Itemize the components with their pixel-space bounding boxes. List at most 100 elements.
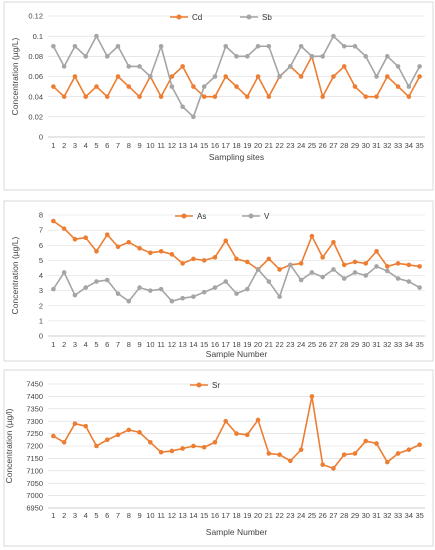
- x-tick-label: 9: [137, 340, 141, 349]
- x-tick-label: 31: [372, 141, 380, 150]
- data-point-cd: [406, 94, 412, 99]
- x-tick-label: 31: [372, 340, 380, 349]
- data-point-sb: [201, 84, 207, 89]
- data-point-sr: [223, 418, 229, 424]
- legend-marker: [176, 14, 182, 20]
- data-point-sr: [169, 448, 175, 454]
- data-point-cd: [126, 84, 132, 89]
- data-point-sr: [320, 462, 325, 467]
- data-point-cd: [72, 74, 78, 79]
- data-point-v: [406, 279, 412, 284]
- x-tick-label: 25: [308, 141, 316, 150]
- data-point-sb: [104, 54, 110, 59]
- data-point-sb: [244, 54, 250, 59]
- data-point-as: [201, 258, 207, 263]
- data-point-v: [395, 276, 401, 281]
- x-tick-label: 1: [51, 340, 55, 349]
- x-tick-label: 17: [222, 340, 230, 349]
- data-point-sb: [126, 64, 132, 69]
- x-tick-label: 1: [51, 511, 55, 520]
- data-point-sr: [137, 430, 142, 435]
- x-tick-label: 10: [146, 340, 154, 349]
- x-tick-label: 19: [243, 340, 251, 349]
- data-point-cd: [83, 94, 88, 99]
- y-tick-label: 7350: [26, 404, 43, 413]
- y-tick-label: 7400: [26, 392, 43, 401]
- x-tick-label: 12: [168, 511, 176, 520]
- data-point-cd: [363, 94, 369, 99]
- data-point-as: [223, 238, 229, 244]
- x-tick-label: 33: [394, 141, 402, 150]
- data-point-sr: [385, 459, 390, 465]
- x-tick-label: 20: [254, 141, 262, 150]
- x-tick-label: 2: [62, 141, 66, 150]
- x-tick-label: 15: [200, 340, 208, 349]
- y-tick-label: 7: [39, 226, 43, 235]
- data-point-sb: [341, 43, 347, 49]
- data-point-sr: [148, 439, 153, 445]
- data-point-v: [341, 276, 347, 281]
- data-point-sr: [395, 451, 401, 456]
- data-point-sr: [255, 417, 261, 423]
- data-point-v: [51, 286, 56, 292]
- data-point-sr: [72, 421, 78, 426]
- data-point-v: [83, 285, 88, 290]
- x-tick-label: 28: [340, 511, 348, 520]
- data-point-as: [298, 261, 304, 266]
- x-tick-label: 32: [383, 511, 391, 520]
- x-tick-label: 8: [127, 141, 131, 150]
- data-point-v: [320, 274, 325, 280]
- x-tick-label: 10: [146, 141, 154, 150]
- y-tick-label: 5: [39, 256, 43, 265]
- data-point-cd: [234, 84, 239, 89]
- data-point-v: [385, 268, 390, 274]
- data-point-sb: [406, 84, 412, 89]
- data-point-v: [234, 291, 239, 296]
- data-point-v: [298, 277, 304, 283]
- x-tick-label: 25: [308, 340, 316, 349]
- x-tick-label: 21: [265, 340, 273, 349]
- x-tick-label: 5: [94, 511, 98, 520]
- x-tick-label: 22: [275, 141, 283, 150]
- data-point-cd: [395, 84, 401, 89]
- x-tick-label: 31: [372, 511, 380, 520]
- x-tick-label: 14: [189, 511, 197, 520]
- data-point-sb: [94, 33, 99, 39]
- data-point-cd: [158, 94, 164, 99]
- x-tick-label: 13: [178, 340, 186, 349]
- x-tick-label: 18: [232, 340, 240, 349]
- x-tick-label: 6: [105, 340, 109, 349]
- data-point-sr: [61, 439, 67, 445]
- data-point-sr: [341, 452, 347, 457]
- y-tick-label: 7000: [26, 491, 43, 500]
- data-point-cd: [352, 84, 358, 89]
- data-point-sb: [51, 43, 56, 49]
- data-point-v: [223, 279, 229, 284]
- x-tick-label: 30: [362, 340, 370, 349]
- data-point-sb: [266, 43, 272, 49]
- data-point-v: [72, 292, 78, 298]
- x-axis-label: Sample Number: [206, 349, 268, 359]
- x-tick-label: 30: [362, 141, 370, 150]
- x-tick-label: 11: [157, 340, 165, 349]
- data-point-as: [191, 256, 196, 262]
- x-tick-label: 18: [232, 141, 240, 150]
- y-tick-label: 7100: [26, 466, 43, 475]
- x-tick-label: 33: [394, 340, 402, 349]
- x-tick-label: 4: [84, 340, 88, 349]
- x-tick-label: 23: [286, 511, 294, 520]
- data-point-sb: [83, 54, 88, 59]
- x-tick-label: 12: [168, 340, 176, 349]
- data-point-v: [61, 270, 67, 275]
- sr-chart: 6950 7000 7050 7100 7150 7200 7250 7300 7350 7400…: [3, 369, 434, 547]
- y-tick-label: 0: [39, 133, 43, 142]
- x-tick-label: 16: [211, 511, 219, 520]
- y-tick-label: 8: [39, 211, 43, 220]
- y-tick-label: 4: [39, 271, 43, 280]
- data-point-cd: [212, 94, 218, 99]
- x-tick-label: 2: [62, 340, 66, 349]
- x-tick-label: 7: [116, 340, 120, 349]
- x-tick-label: 2: [62, 511, 66, 520]
- data-point-as: [158, 249, 164, 254]
